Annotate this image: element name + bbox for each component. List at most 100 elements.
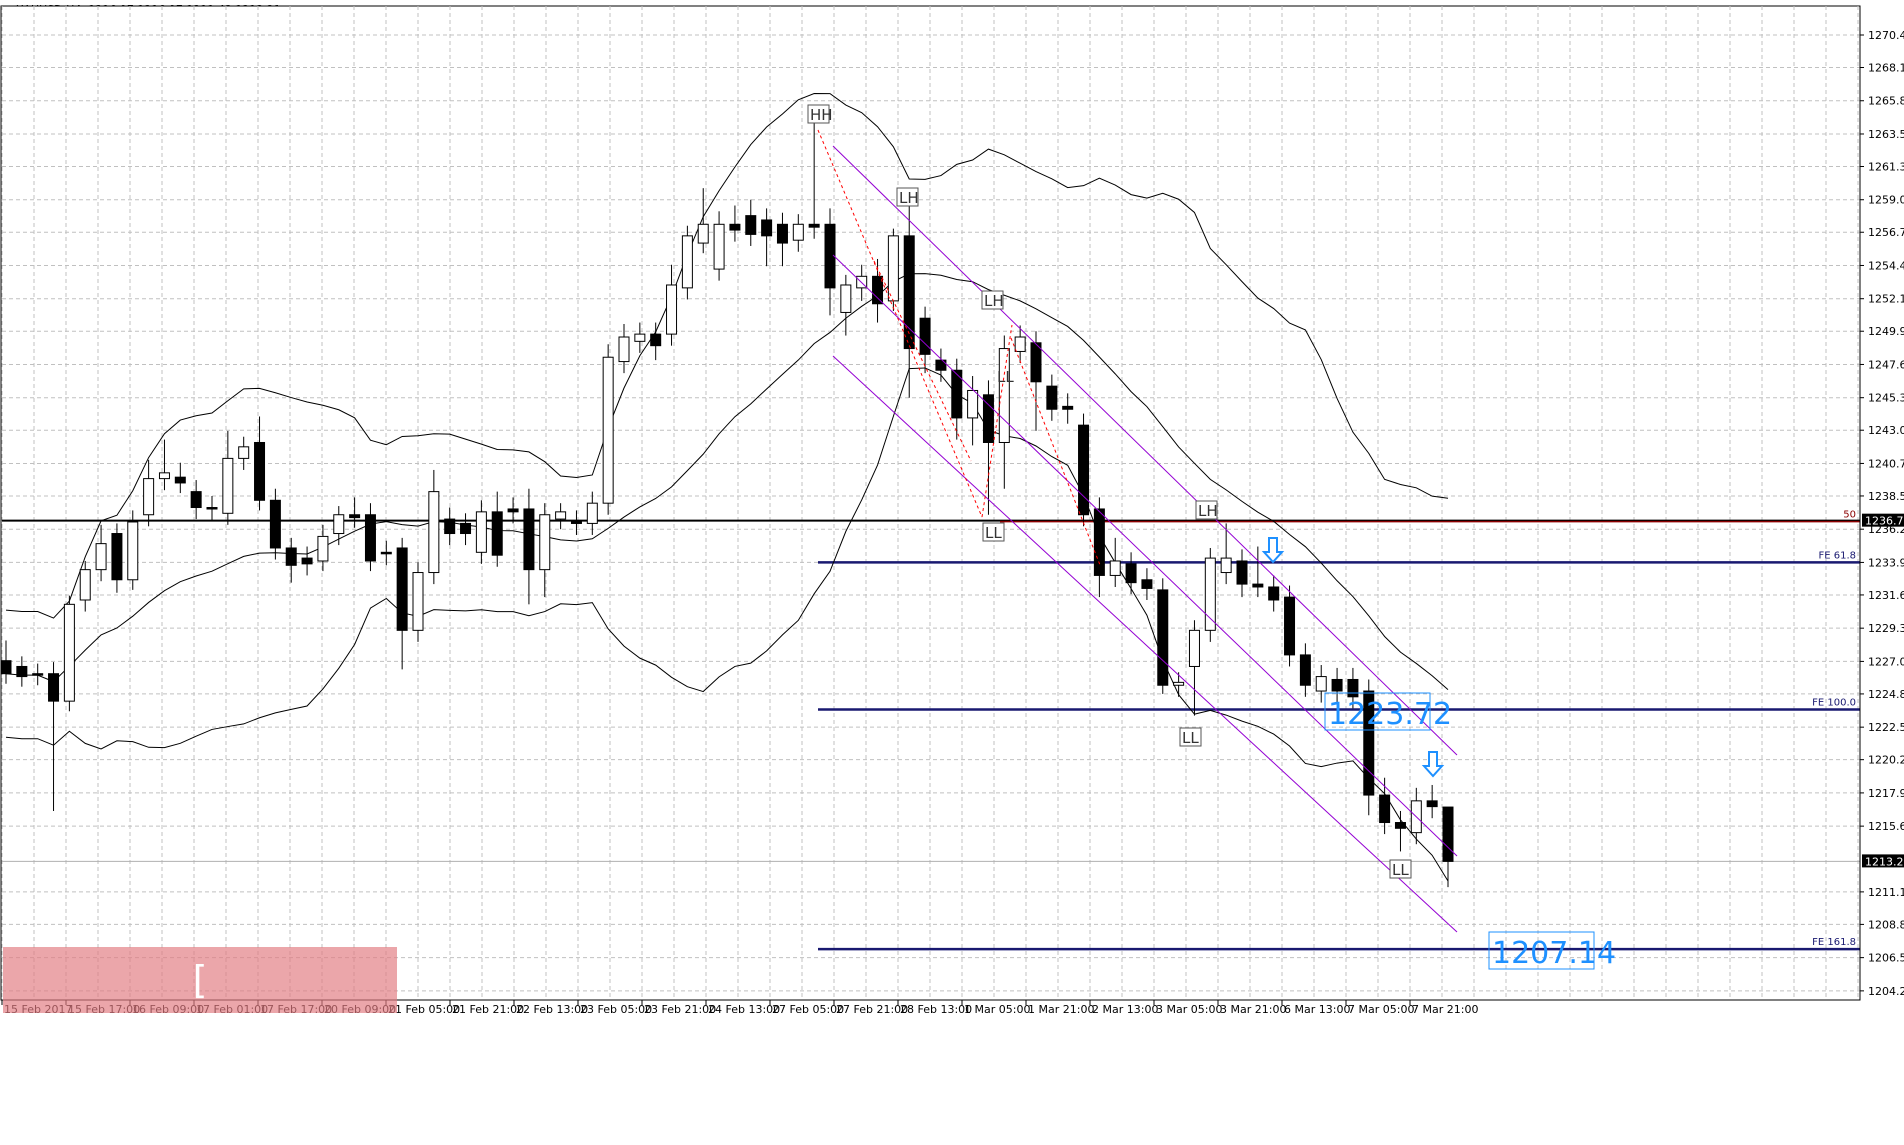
y-tick-label: 1243.05 bbox=[1868, 424, 1904, 437]
bearish-candle bbox=[1379, 794, 1391, 824]
bullish-candle bbox=[317, 535, 329, 562]
swing-label-lh: LH bbox=[1198, 502, 1218, 520]
bearish-candle bbox=[0, 660, 12, 675]
bearish-candle bbox=[491, 511, 503, 556]
instaforex-watermark: [ www.instaforex.com ] bbox=[3, 947, 397, 1134]
bullish-candle bbox=[713, 223, 725, 270]
bearish-candle bbox=[982, 394, 994, 443]
y-tick-label: 1231.65 bbox=[1868, 589, 1904, 602]
target-price-label: 1207.14 bbox=[1492, 936, 1616, 971]
y-tick-label: 1265.85 bbox=[1868, 95, 1904, 108]
bearish-candle bbox=[1299, 654, 1311, 686]
bearish-candle bbox=[951, 369, 963, 419]
bullish-candle bbox=[840, 284, 852, 313]
y-tick-label: 1220.25 bbox=[1868, 754, 1904, 767]
bearish-candle bbox=[1141, 579, 1153, 589]
current-price-label: 1213.21 bbox=[1865, 855, 1904, 868]
swing-label-box bbox=[896, 187, 919, 207]
bearish-candle bbox=[285, 547, 297, 566]
channel-line bbox=[832, 355, 1458, 933]
bearish-candle bbox=[570, 521, 582, 524]
x-tick-label: 6 Mar 13:00 bbox=[1284, 1003, 1350, 1016]
bearish-candle bbox=[16, 665, 28, 678]
bearish-candle bbox=[364, 514, 376, 562]
x-tick-label: 28 Feb 13:00 bbox=[900, 1003, 972, 1016]
bullish-candle bbox=[1204, 557, 1216, 631]
x-tick-label: 3 Mar 05:00 bbox=[1156, 1003, 1222, 1016]
bullish-candle bbox=[1014, 336, 1026, 352]
bearish-candle bbox=[523, 508, 535, 571]
bearish-candle bbox=[1062, 405, 1074, 410]
level-50-label: 50 bbox=[1843, 510, 1856, 521]
x-tick-label: 1 Mar 05:00 bbox=[964, 1003, 1030, 1016]
bearish-candle bbox=[1078, 424, 1090, 516]
y-tick-label: 1249.90 bbox=[1868, 325, 1904, 338]
y-tick-label: 1206.55 bbox=[1868, 952, 1904, 965]
swing-label-box bbox=[981, 290, 1004, 310]
bearish-candle bbox=[808, 223, 820, 228]
bearish-candle bbox=[761, 219, 773, 237]
bearish-candle bbox=[32, 673, 44, 676]
bearish-candle bbox=[776, 223, 788, 244]
bullish-candle bbox=[1173, 681, 1185, 686]
bullish-candle bbox=[475, 511, 487, 553]
current-price-box bbox=[1862, 854, 1904, 868]
swing-label-box bbox=[807, 104, 830, 124]
y-tick-label: 1240.75 bbox=[1868, 457, 1904, 470]
bearish-candle bbox=[1125, 563, 1137, 584]
x-tick-label: 23 Feb 21:00 bbox=[644, 1003, 716, 1016]
level-price-label: 1236.79 bbox=[1865, 515, 1904, 528]
y-tick-label: 1268.15 bbox=[1868, 62, 1904, 75]
bearish-candle bbox=[254, 441, 266, 501]
down-arrow-icon bbox=[1421, 751, 1445, 778]
swing-label-ll: LL bbox=[997, 368, 1014, 386]
y-tick-label: 1256.75 bbox=[1868, 226, 1904, 239]
bullish-candle bbox=[79, 569, 91, 601]
y-tick-label: 1252.15 bbox=[1868, 293, 1904, 306]
y-tick-label: 1211.10 bbox=[1868, 886, 1904, 899]
y-tick-label: 1224.80 bbox=[1868, 688, 1904, 701]
bearish-candle bbox=[1363, 690, 1375, 796]
bollinger-lower-band bbox=[5, 367, 1449, 882]
bearish-candle bbox=[1046, 385, 1058, 410]
zigzag-dashed-line bbox=[1010, 337, 1101, 566]
x-tick-label: 7 Mar 05:00 bbox=[1348, 1003, 1414, 1016]
bearish-candle bbox=[1093, 508, 1105, 576]
swing-label-box bbox=[1195, 500, 1218, 520]
price-chart[interactable]: 1270.40 1268.15 1265.85 1263.55 1261.30 1259.… bbox=[0, 0, 1904, 1016]
x-tick-label: 7 Mar 21:00 bbox=[1412, 1003, 1478, 1016]
bearish-candle bbox=[111, 533, 123, 581]
bullish-candle bbox=[602, 356, 614, 504]
zigzag-dashed-line bbox=[981, 324, 1013, 518]
x-tick-label: 27 Feb 05:00 bbox=[772, 1003, 844, 1016]
swing-label-hh: HH bbox=[810, 106, 833, 124]
bearish-candle bbox=[1157, 589, 1169, 686]
y-tick-label: 1254.45 bbox=[1868, 259, 1904, 272]
bullish-candle bbox=[634, 333, 646, 342]
bearish-candle bbox=[729, 223, 741, 231]
bearish-candle bbox=[1236, 560, 1248, 585]
x-tick-label: 21 Feb 05:00 bbox=[388, 1003, 460, 1016]
bearish-candle bbox=[903, 235, 915, 350]
bearish-candle bbox=[1442, 806, 1454, 862]
swing-label-lh: LH bbox=[899, 189, 919, 207]
bullish-candle bbox=[127, 521, 139, 581]
x-tick-label: 3 Mar 21:00 bbox=[1220, 1003, 1286, 1016]
bullish-candle bbox=[95, 543, 107, 571]
swing-label-box bbox=[982, 522, 1005, 542]
swing-label-box bbox=[1179, 727, 1202, 747]
bearish-candle bbox=[745, 215, 757, 235]
y-tick-label: 1247.60 bbox=[1868, 358, 1904, 371]
target-label-box bbox=[1324, 692, 1431, 731]
swing-label-box bbox=[1389, 859, 1412, 879]
x-tick-label: 2 Mar 13:00 bbox=[1092, 1003, 1158, 1016]
bullish-candle bbox=[681, 235, 693, 289]
bullish-candle bbox=[586, 502, 598, 524]
bearish-candle bbox=[444, 518, 456, 535]
bullish-candle bbox=[555, 511, 567, 520]
bullish-candle bbox=[792, 223, 804, 241]
bullish-candle bbox=[143, 478, 155, 516]
y-tick-label: 1222.50 bbox=[1868, 721, 1904, 734]
y-tick-label: 1233.90 bbox=[1868, 556, 1904, 569]
bearish-candle bbox=[650, 333, 662, 347]
